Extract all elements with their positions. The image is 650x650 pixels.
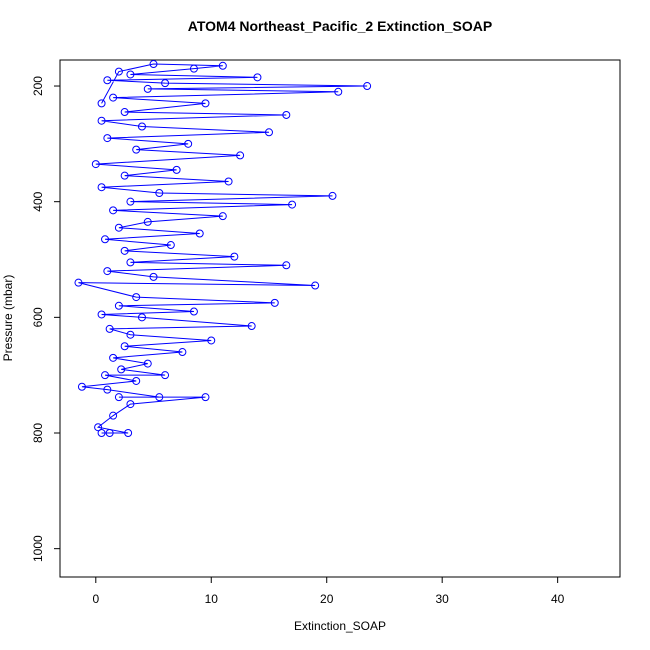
data-point — [126, 70, 135, 79]
data-point — [155, 189, 164, 198]
data-point — [143, 84, 152, 93]
data-point — [247, 322, 256, 331]
data-point — [132, 376, 141, 385]
y-tick-label: 800 — [31, 423, 45, 443]
data-point — [363, 82, 372, 91]
data-point — [253, 73, 262, 82]
data-point — [103, 76, 112, 85]
plot-frame — [59, 59, 621, 578]
data-point — [137, 313, 146, 322]
data-point — [114, 301, 123, 310]
data-point — [114, 223, 123, 232]
x-tick-label: 30 — [436, 592, 450, 606]
data-point — [207, 336, 216, 345]
data-point — [195, 229, 204, 238]
data-point — [126, 258, 135, 267]
data-point — [189, 64, 198, 73]
data-point — [97, 116, 106, 125]
data-point — [97, 310, 106, 319]
data-point — [143, 359, 152, 368]
data-point — [91, 160, 100, 169]
y-tick-label: 1000 — [31, 535, 45, 562]
data-point — [282, 261, 291, 270]
data-point — [264, 128, 273, 137]
data-point — [109, 353, 118, 362]
data-point — [126, 330, 135, 339]
data-point — [97, 429, 106, 438]
data-point — [77, 382, 86, 391]
chart-title: ATOM4 Northeast_Pacific_2 Extinction_SOA… — [188, 18, 492, 34]
x-axis-label: Extinction_SOAP — [294, 619, 386, 633]
data-point — [126, 197, 135, 206]
data-line — [78, 63, 368, 434]
x-tick-label: 0 — [92, 592, 99, 606]
data-point — [334, 87, 343, 96]
x-tick-label: 10 — [205, 592, 219, 606]
data-point — [155, 393, 164, 402]
data-point — [270, 298, 279, 307]
y-axis-label: Pressure (mbar) — [1, 275, 15, 362]
data-point — [120, 342, 129, 351]
data-point — [161, 79, 170, 88]
data-point — [189, 307, 198, 316]
data-point — [166, 241, 175, 250]
data-point — [184, 139, 193, 148]
data-point — [224, 177, 233, 186]
data-point — [282, 110, 291, 119]
data-point — [105, 429, 114, 438]
data-point — [132, 293, 141, 302]
data-point — [120, 171, 129, 180]
data-point — [149, 60, 158, 69]
data-point — [109, 206, 118, 215]
data-point — [97, 99, 106, 108]
data-point — [161, 371, 170, 380]
data-point — [201, 99, 210, 108]
data-point — [94, 423, 103, 432]
data-point — [311, 281, 320, 290]
data-point — [201, 393, 210, 402]
data-point — [103, 267, 112, 276]
y-tick-label: 200 — [31, 76, 45, 96]
y-tick-label: 400 — [31, 191, 45, 211]
data-point — [230, 252, 239, 261]
data-point — [120, 108, 129, 117]
data-point — [109, 93, 118, 102]
data-point — [172, 165, 181, 174]
data-point — [218, 61, 227, 70]
data-point — [114, 393, 123, 402]
data-point — [103, 385, 112, 394]
data-point — [101, 235, 110, 244]
data-point — [178, 348, 187, 357]
data-point — [120, 246, 129, 255]
x-tick-label: 40 — [551, 592, 565, 606]
data-point — [101, 371, 110, 380]
data-point — [218, 212, 227, 221]
data-point — [137, 122, 146, 131]
data-point — [124, 429, 133, 438]
data-point — [126, 400, 135, 409]
data-point — [132, 145, 141, 154]
data-point — [143, 217, 152, 226]
data-point — [236, 151, 245, 160]
x-tick-label: 20 — [320, 592, 334, 606]
data-point — [74, 278, 83, 287]
data-point — [103, 134, 112, 143]
data-point — [97, 183, 106, 192]
data-point — [105, 324, 114, 333]
data-point — [117, 365, 126, 374]
data-point — [109, 411, 118, 420]
data-point — [114, 67, 123, 76]
data-point — [328, 191, 337, 200]
data-point — [288, 200, 297, 209]
data-point — [149, 272, 158, 281]
y-tick-label: 600 — [31, 307, 45, 327]
